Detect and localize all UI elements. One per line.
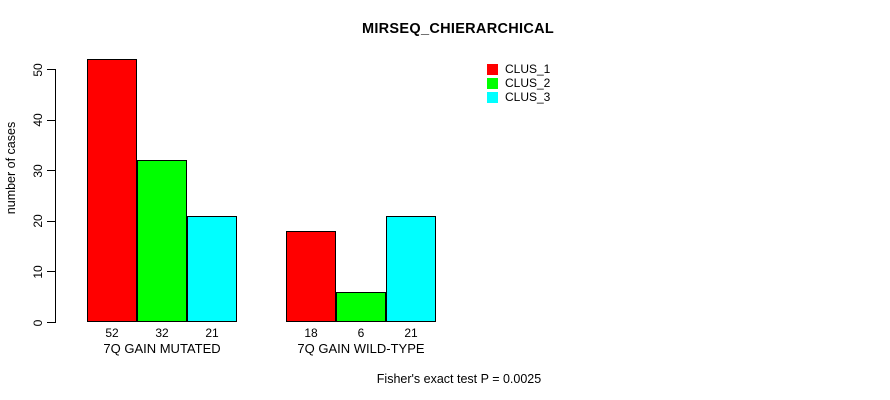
y-tick-label: 30 <box>31 164 45 178</box>
legend: CLUS_1 CLUS_2 CLUS_3 <box>487 62 550 104</box>
bar-clus_3-1 <box>187 215 237 322</box>
bar-value-label: 21 <box>404 326 418 340</box>
legend-label: CLUS_3 <box>505 90 551 104</box>
bar-clus_1-2 <box>286 230 336 322</box>
legend-swatch <box>487 91 498 103</box>
y-tick-label: 50 <box>31 62 45 77</box>
footnote: Fisher's exact test P = 0.0025 <box>376 372 542 386</box>
bar-clus_2-1 <box>137 160 187 322</box>
y-tick <box>47 119 56 121</box>
y-tick-label: 20 <box>31 214 45 228</box>
bar-value-label: 18 <box>304 326 318 340</box>
y-tick-label: 40 <box>31 113 45 127</box>
legend-swatch <box>487 77 498 89</box>
y-tick-label: 10 <box>31 265 45 279</box>
y-tick <box>47 69 56 70</box>
bar-clus_3-2 <box>386 215 436 322</box>
bar-value-label: 6 <box>357 326 365 340</box>
legend-item-clus_3: CLUS_3 <box>487 90 550 104</box>
legend-swatch <box>487 63 498 75</box>
x-category-label: 7Q GAIN MUTATED <box>103 341 221 356</box>
y-tick <box>47 322 56 323</box>
bar-value-label: 21 <box>205 326 219 340</box>
y-tick <box>47 220 56 222</box>
bar-value-label: 52 <box>105 326 119 340</box>
y-tick <box>47 271 56 273</box>
legend-item-clus_1: CLUS_1 <box>487 62 550 76</box>
x-category-label: 7Q GAIN WILD-TYPE <box>297 341 425 356</box>
legend-item-clus_2: CLUS_2 <box>487 76 550 90</box>
bar-value-label: 32 <box>155 326 169 340</box>
y-tick <box>47 170 56 172</box>
bar-clus_1-1 <box>87 58 137 322</box>
bar-clus_2-2 <box>336 291 386 322</box>
y-axis-label: number of cases <box>4 121 18 215</box>
legend-label: CLUS_2 <box>505 76 551 90</box>
y-tick-label: 0 <box>31 319 45 326</box>
chart-title: MIRSEQ_CHIERARCHICAL <box>361 21 555 37</box>
y-axis-line <box>55 69 56 323</box>
legend-label: CLUS_1 <box>505 62 551 76</box>
